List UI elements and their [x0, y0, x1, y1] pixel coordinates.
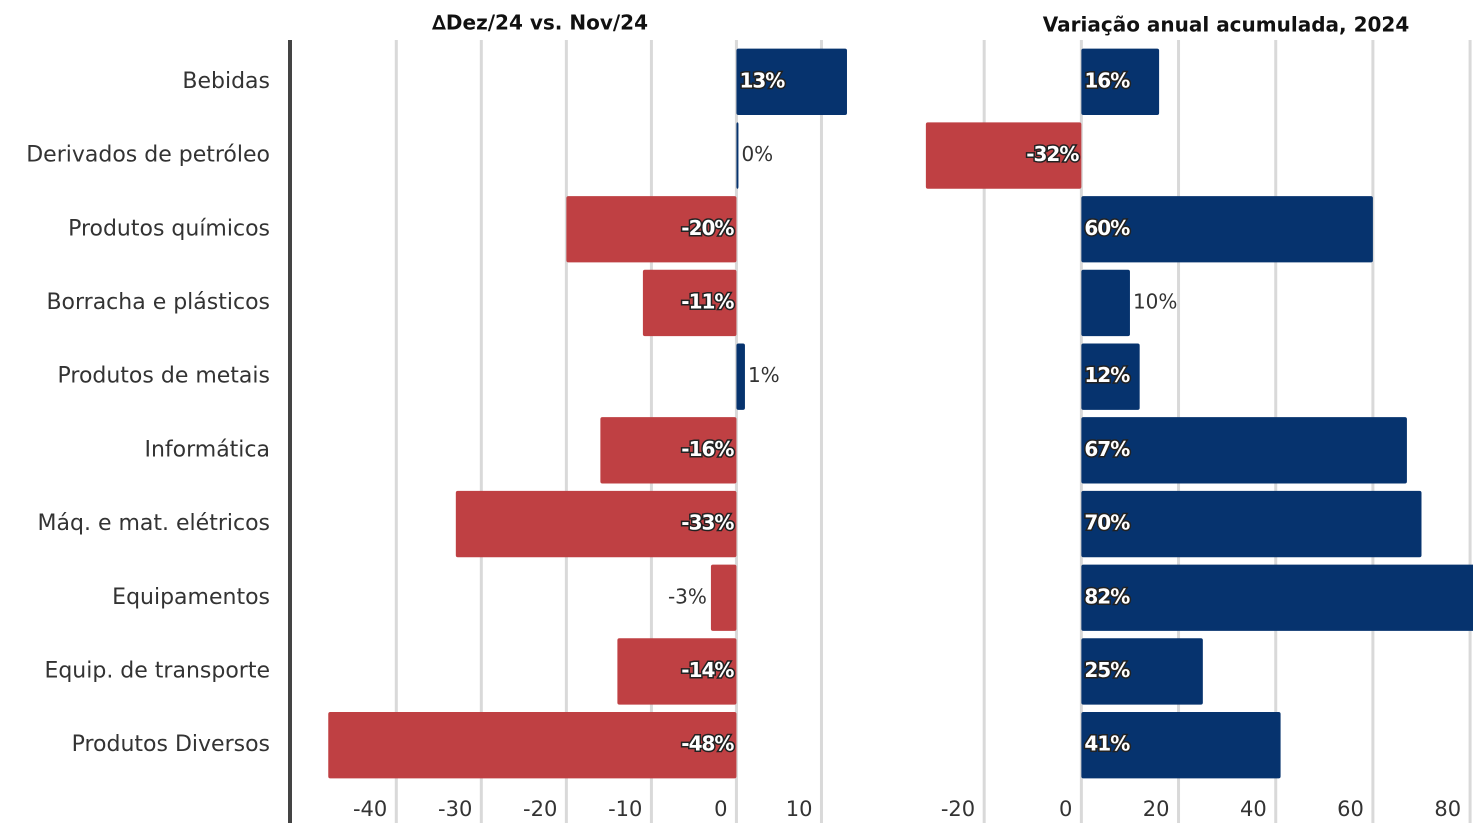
- data-label: 10%: [1133, 289, 1177, 313]
- data-label: 82%: [1084, 584, 1130, 608]
- bar: [1081, 417, 1407, 484]
- data-label: -16%: [681, 437, 734, 461]
- bar: [566, 196, 737, 263]
- bar: [736, 48, 847, 116]
- data-label: 25%: [1084, 658, 1130, 682]
- x-tick-label: -20: [523, 797, 557, 821]
- x-tick-label: -10: [608, 797, 642, 821]
- category-label: Bebidas: [182, 69, 270, 94]
- bar: [925, 122, 1082, 189]
- bar: [1081, 564, 1473, 631]
- bar: [1081, 490, 1422, 558]
- x-tick-label: 60: [1337, 797, 1364, 821]
- data-label: 60%: [1084, 216, 1130, 240]
- x-tick-label: 0: [1059, 797, 1072, 821]
- data-label: 0%: [741, 142, 773, 166]
- data-label: -32%: [1026, 142, 1079, 166]
- data-label: 12%: [1084, 363, 1130, 387]
- x-tick-label: 0: [714, 797, 727, 821]
- bar: [736, 343, 745, 410]
- bar: [328, 711, 737, 779]
- bar: [1081, 48, 1160, 116]
- category-label: Derivados de petróleo: [26, 143, 270, 168]
- bar: [455, 490, 737, 558]
- data-label: 70%: [1084, 511, 1130, 535]
- bar: [1081, 269, 1130, 337]
- category-label: Borracha e plásticos: [46, 290, 270, 315]
- x-tick-label: 40: [1240, 797, 1267, 821]
- chart-title: ∆Dez/24 vs. Nov/24: [432, 11, 648, 35]
- data-label: -48%: [681, 732, 734, 756]
- category-label: Equip. de transporte: [44, 658, 270, 683]
- data-label: -11%: [681, 289, 734, 313]
- category-label: Equipamentos: [112, 585, 270, 610]
- bar: [1081, 196, 1373, 263]
- x-tick-label: 10: [786, 797, 813, 821]
- data-label: -33%: [681, 511, 734, 535]
- data-label: 67%: [1084, 437, 1130, 461]
- data-label: -3%: [668, 584, 707, 608]
- x-tick-label: 20: [1143, 797, 1170, 821]
- x-tick-label: -40: [353, 797, 387, 821]
- data-label: -20%: [681, 216, 734, 240]
- bar: [1081, 638, 1203, 705]
- x-tick-label: 80: [1434, 797, 1461, 821]
- data-label: 16%: [1084, 68, 1130, 92]
- category-label: Máq. e mat. elétricos: [38, 511, 270, 536]
- bar: [736, 122, 739, 189]
- data-label: 41%: [1084, 732, 1130, 756]
- bar: [617, 638, 737, 705]
- bar: [710, 564, 737, 631]
- data-label: 1%: [748, 363, 780, 387]
- bar: [600, 417, 737, 484]
- bar: [1081, 343, 1140, 410]
- x-tick-label: -30: [438, 797, 472, 821]
- data-label: -14%: [681, 658, 734, 682]
- data-label: 13%: [739, 68, 785, 92]
- x-tick-label: -20: [941, 797, 975, 821]
- category-label: Produtos químicos: [68, 216, 270, 241]
- category-label: Informática: [144, 437, 270, 462]
- chart-title: Variação anual acumulada, 2024: [1043, 13, 1410, 37]
- bar: [1081, 711, 1281, 779]
- category-label: Produtos de metais: [58, 364, 271, 389]
- bar: [642, 269, 737, 337]
- category-label: Produtos Diversos: [72, 732, 270, 757]
